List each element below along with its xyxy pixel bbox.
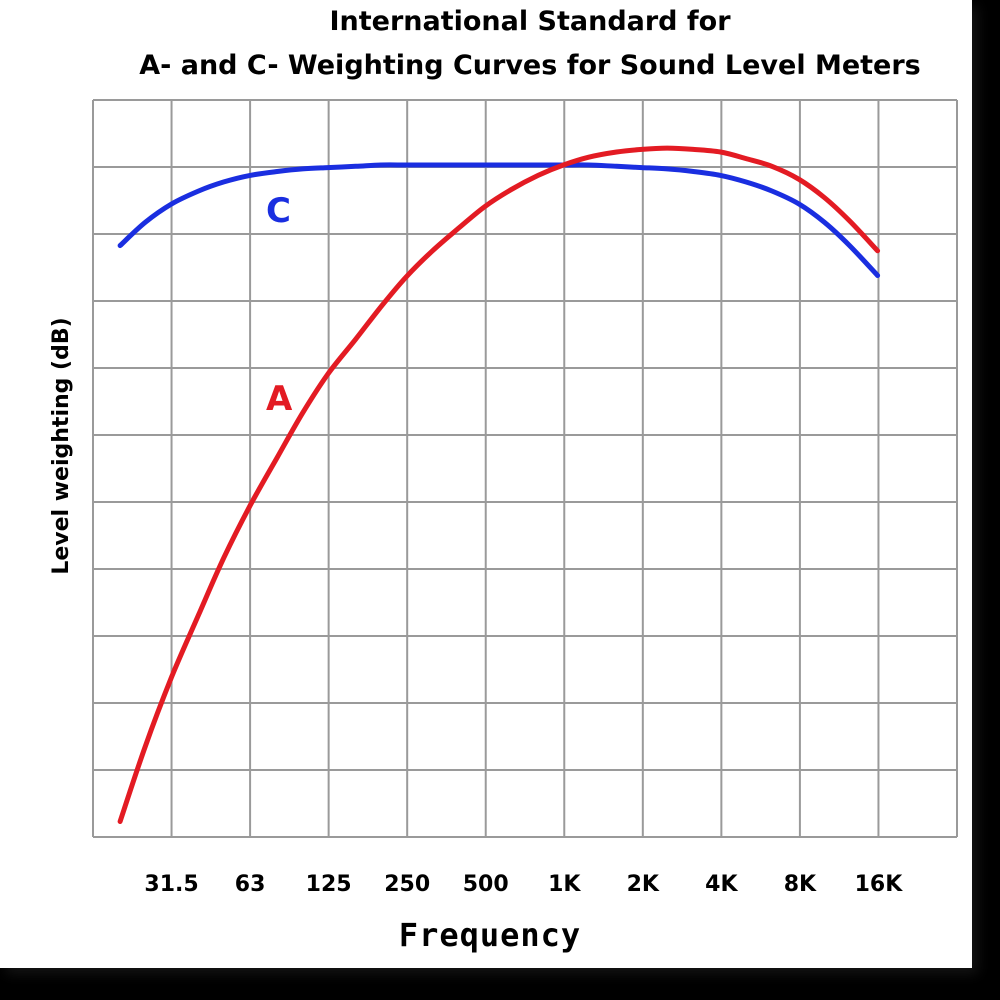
x-tick-label: 16K <box>855 872 904 897</box>
curves <box>117 145 881 824</box>
x-tick-label: 8K <box>784 872 817 897</box>
x-tick-label: 4K <box>705 872 738 897</box>
series-label-c: C <box>266 191 291 231</box>
x-tick-labels: 31.5 63 125 250 500 1K 2K 4K 8K 16K <box>144 872 903 897</box>
series-line-a <box>117 145 881 824</box>
x-tick-label: 500 <box>463 872 509 897</box>
series-label-a: A <box>266 379 293 419</box>
chart-card: International Standard for A- and C- Wei… <box>0 0 972 968</box>
y-axis-label: Level weighting (dB) <box>49 317 74 574</box>
chart: International Standard for A- and C- Wei… <box>49 6 958 954</box>
x-tick-label: 2K <box>627 872 660 897</box>
x-tick-label: 63 <box>235 872 266 897</box>
x-tick-label: 250 <box>384 872 430 897</box>
chart-title: International Standard for <box>329 6 731 37</box>
chart-subtitle: A- and C- Weighting Curves for Sound Lev… <box>139 50 921 81</box>
x-tick-label: 1K <box>548 872 581 897</box>
x-tick-label: 31.5 <box>144 872 198 897</box>
x-tick-label: 125 <box>306 872 352 897</box>
x-axis-label: Frequency <box>399 916 581 954</box>
series-line-c <box>117 162 881 278</box>
grid <box>92 99 958 838</box>
